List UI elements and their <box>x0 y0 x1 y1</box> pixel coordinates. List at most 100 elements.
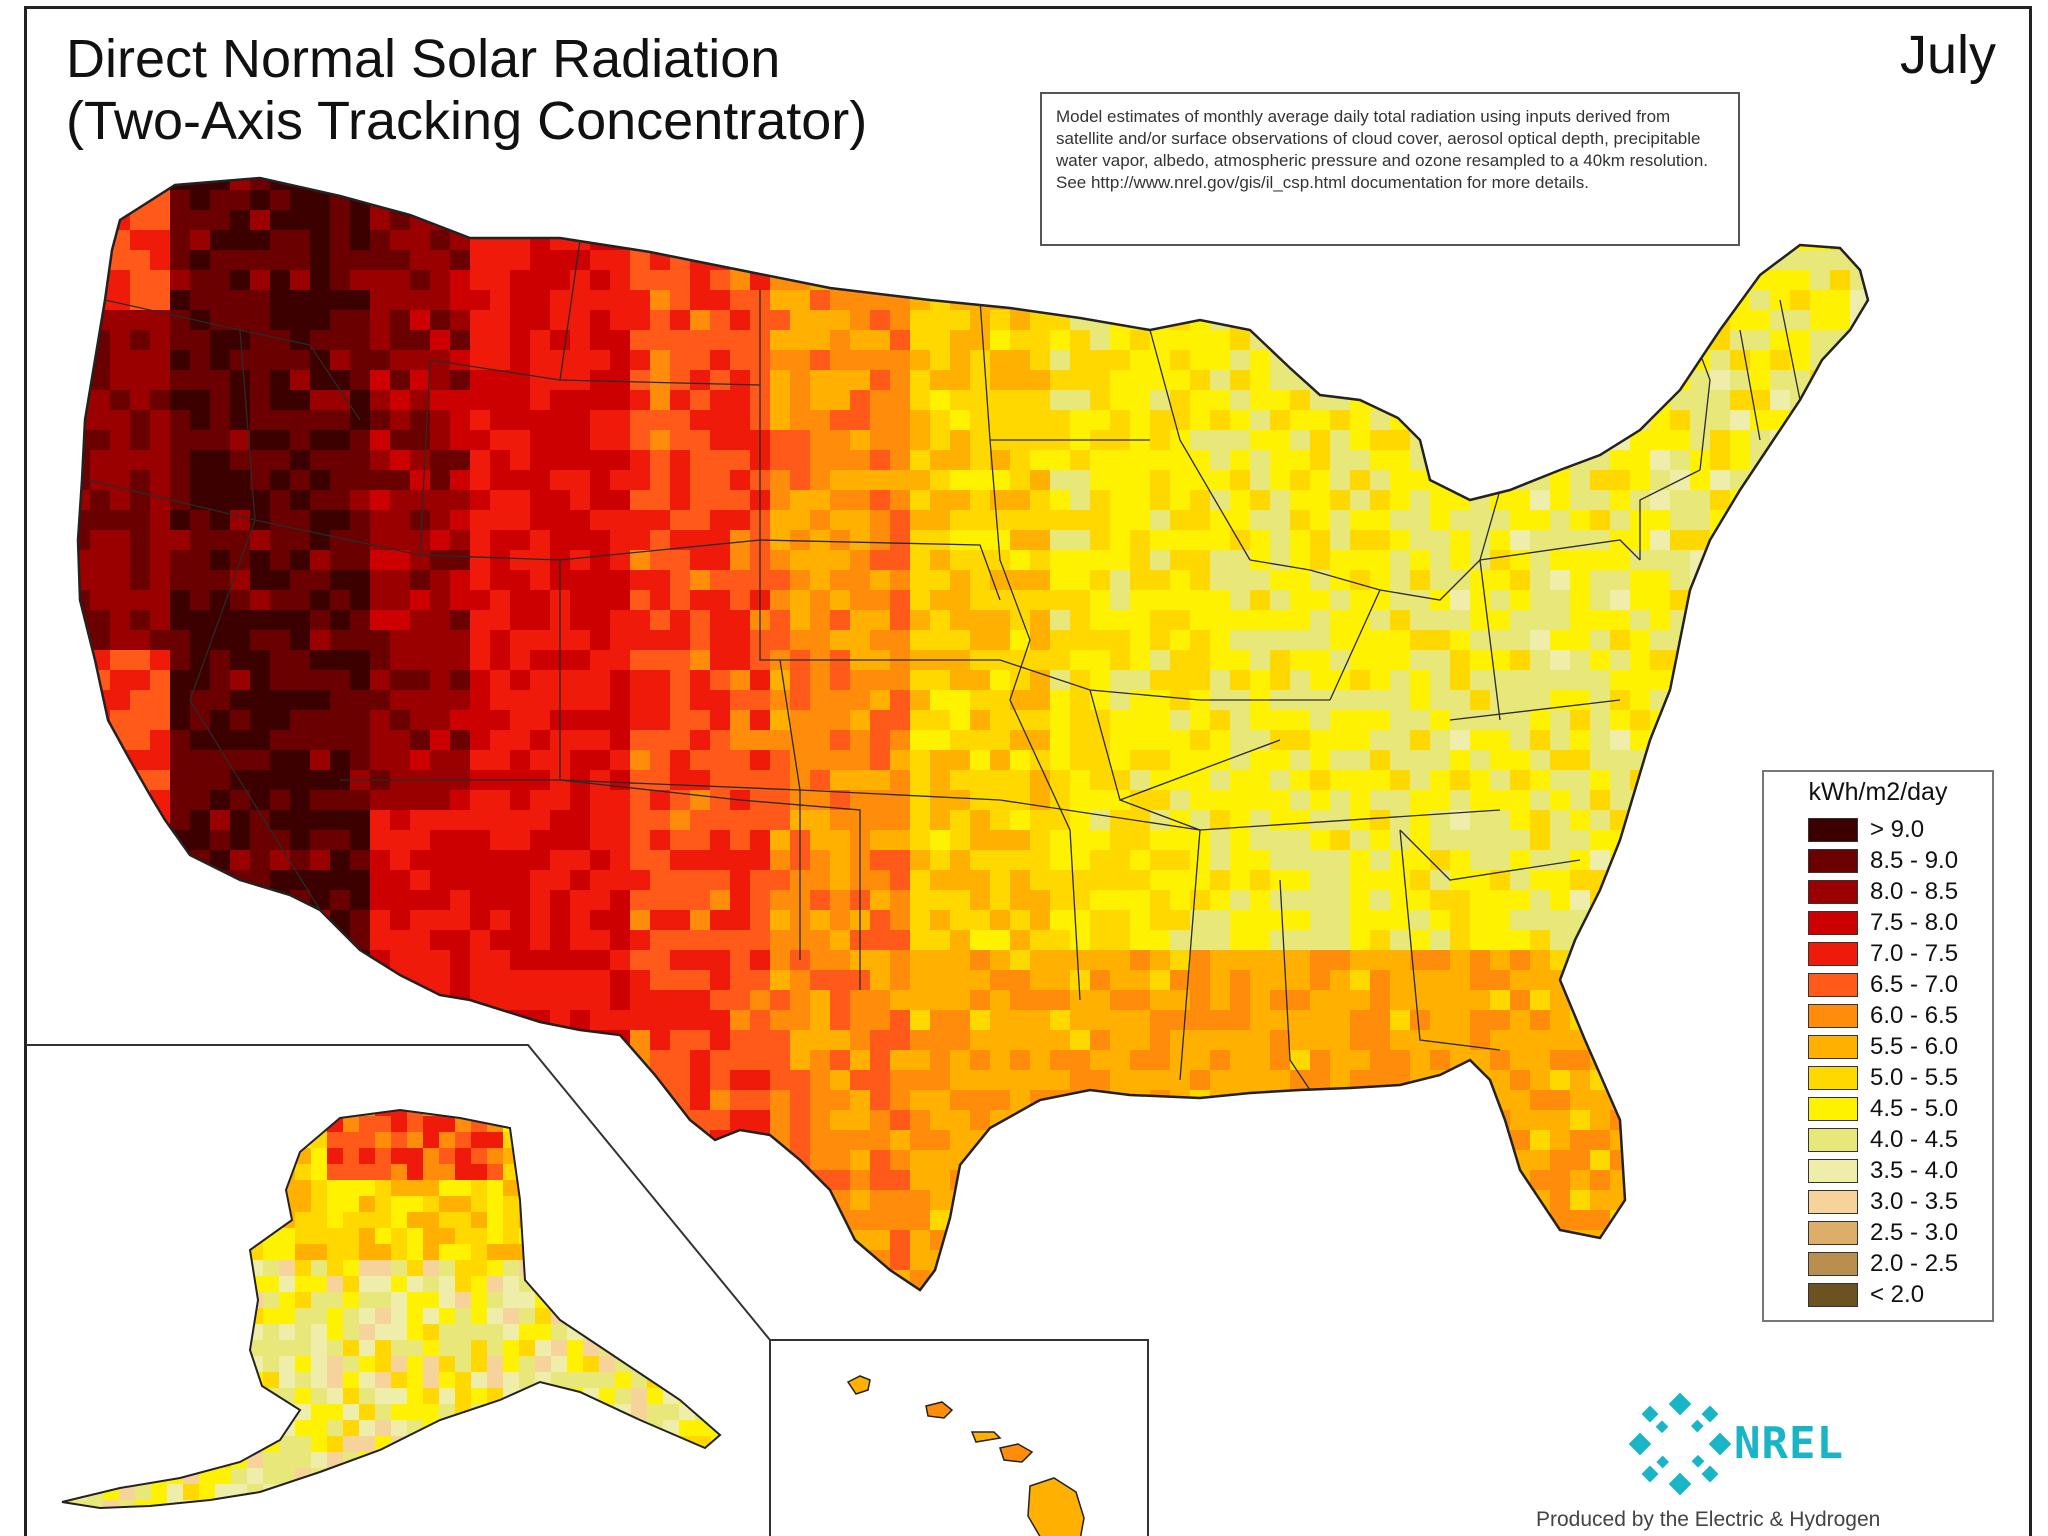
radiation-cell <box>1190 1210 1211 1231</box>
radiation-cell <box>1770 370 1791 391</box>
radiation-cell <box>650 1150 671 1171</box>
radiation-cell <box>410 350 431 371</box>
radiation-cell <box>1130 990 1151 1011</box>
radiation-cell <box>910 930 931 951</box>
radiation-cell <box>810 890 831 911</box>
radiation-cell <box>650 1210 671 1231</box>
radiation-cell <box>530 870 551 891</box>
radiation-cell <box>1010 1110 1031 1131</box>
radiation-cell <box>1730 1230 1751 1251</box>
radiation-cell <box>430 330 451 351</box>
radiation-cell <box>310 290 331 311</box>
radiation-cell <box>1290 1030 1311 1051</box>
radiation-cell <box>150 1230 171 1251</box>
radiation-cell <box>830 1090 851 1111</box>
radiation-cell <box>1070 250 1091 271</box>
radiation-cell <box>570 750 591 771</box>
radiation-cell <box>730 950 751 971</box>
radiation-cell <box>730 550 751 571</box>
radiation-cell <box>510 1070 531 1091</box>
radiation-cell <box>90 1210 111 1231</box>
radiation-cell <box>790 178 811 191</box>
radiation-cell <box>290 1090 311 1111</box>
radiation-cell <box>230 690 251 711</box>
radiation-cell <box>870 710 891 731</box>
radiation-cell <box>110 830 131 851</box>
radiation-cell <box>670 330 691 351</box>
radiation-cell <box>490 490 511 511</box>
radiation-cell <box>1650 1150 1671 1171</box>
radiation-cell <box>1710 550 1731 571</box>
radiation-cell <box>130 1050 151 1071</box>
radiation-cell <box>1410 510 1431 531</box>
radiation-cell <box>1770 510 1791 531</box>
radiation-cell <box>1310 1070 1331 1091</box>
radiation-cell <box>630 630 651 651</box>
radiation-cell <box>290 850 311 871</box>
radiation-cell <box>590 930 611 951</box>
radiation-cell <box>1310 930 1331 951</box>
radiation-cell <box>830 1050 851 1071</box>
radiation-cell <box>210 490 231 511</box>
radiation-cell <box>630 670 651 691</box>
radiation-cell <box>1830 290 1851 311</box>
radiation-cell <box>1770 270 1791 291</box>
radiation-cell <box>1230 1110 1251 1131</box>
radiation-cell <box>1710 950 1731 971</box>
radiation-cell <box>890 1190 911 1211</box>
radiation-cell <box>1130 1070 1151 1091</box>
radiation-cell <box>1330 550 1351 571</box>
radiation-cell <box>490 410 511 431</box>
radiation-cell <box>310 970 331 991</box>
radiation-cell <box>770 330 791 351</box>
radiation-cell <box>1330 490 1351 511</box>
radiation-cell <box>690 790 711 811</box>
radiation-cell <box>210 590 231 611</box>
radiation-cell <box>1290 1050 1311 1071</box>
radiation-cell <box>1030 1130 1051 1151</box>
radiation-cell <box>1750 190 1771 211</box>
radiation-cell <box>1070 890 1091 911</box>
radiation-cell <box>590 910 611 931</box>
radiation-cell <box>670 1150 691 1171</box>
radiation-cell <box>78 670 91 691</box>
radiation-cell <box>1210 430 1231 451</box>
radiation-cell <box>1170 1130 1191 1151</box>
radiation-cell <box>270 570 291 591</box>
radiation-cell <box>690 470 711 491</box>
radiation-cell <box>390 990 411 1011</box>
radiation-cell <box>270 370 291 391</box>
radiation-cell <box>1190 890 1211 911</box>
radiation-cell <box>1170 610 1191 631</box>
radiation-cell <box>1530 450 1551 471</box>
radiation-cell <box>730 570 751 591</box>
radiation-cell <box>1590 750 1611 771</box>
radiation-cell <box>710 1090 731 1111</box>
radiation-cell <box>370 850 391 871</box>
radiation-cell <box>1590 990 1611 1011</box>
radiation-cell <box>1690 690 1711 711</box>
radiation-cell <box>210 790 231 811</box>
radiation-cell <box>230 710 251 731</box>
radiation-cell <box>1730 910 1751 931</box>
radiation-cell <box>930 1190 951 1211</box>
radiation-cell <box>470 510 491 531</box>
radiation-cell <box>770 310 791 331</box>
radiation-cell <box>870 410 891 431</box>
radiation-cell <box>750 670 771 691</box>
radiation-cell <box>1130 1230 1151 1251</box>
radiation-cell <box>530 690 551 711</box>
radiation-cell <box>290 730 311 751</box>
radiation-cell <box>870 790 891 811</box>
radiation-cell <box>1870 290 1891 311</box>
radiation-cell <box>1410 1150 1431 1171</box>
radiation-cell <box>690 930 711 951</box>
radiation-cell <box>190 1210 211 1231</box>
radiation-cell <box>1070 1190 1091 1211</box>
radiation-cell <box>1170 870 1191 891</box>
radiation-cell <box>750 790 771 811</box>
radiation-cell <box>1150 1050 1171 1071</box>
radiation-cell <box>710 410 731 431</box>
radiation-cell <box>1530 750 1551 771</box>
radiation-cell <box>1390 390 1411 411</box>
